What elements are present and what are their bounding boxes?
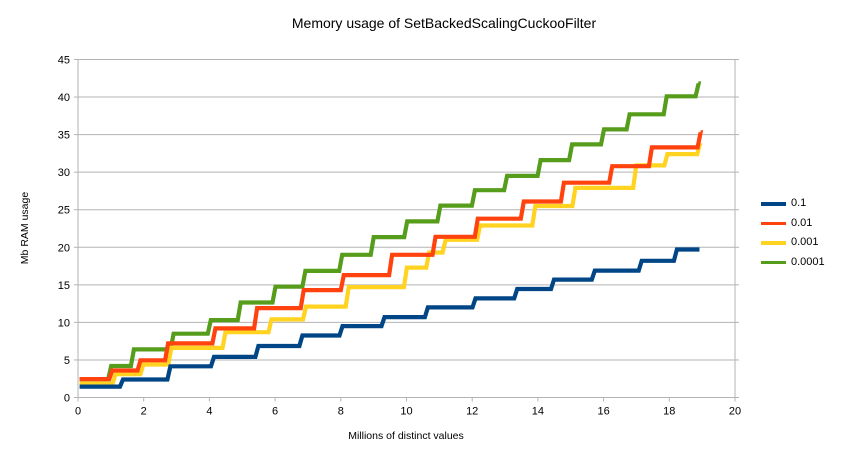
x-tick-label-6: 6 [272, 406, 278, 418]
y-tick-label-10: 10 [58, 317, 70, 329]
y-tick-label-45: 45 [58, 55, 70, 67]
chart-title: Memory usage of SetBackedScalingCuckooFi… [291, 15, 597, 31]
x-tick-label-0: 0 [75, 406, 81, 418]
y-tick-label-30: 30 [58, 167, 70, 179]
series-line-0.001 [79, 140, 703, 386]
legend-item-0.1: 0.1 [761, 194, 825, 214]
series-line-0.1 [79, 247, 700, 389]
series-line-0.0001 [79, 81, 702, 382]
legend-item-0.01: 0.01 [761, 214, 825, 234]
legend-swatch-0.1 [761, 202, 786, 206]
x-tick-label-2: 2 [141, 406, 147, 418]
legend-swatch-0.001 [761, 241, 786, 245]
y-tick-label-20: 20 [58, 242, 70, 254]
y-tick-label-5: 5 [64, 355, 70, 367]
x-tick-label-4: 4 [206, 406, 212, 418]
y-tick-label-35: 35 [58, 130, 70, 142]
y-tick-label-25: 25 [58, 205, 70, 217]
y-tick-label-0: 0 [64, 393, 70, 405]
y-axis-title: Mb RAM usage [19, 191, 31, 265]
legend-item-0.0001: 0.0001 [761, 253, 825, 273]
legend-swatch-0.01 [761, 221, 786, 225]
legend-item-0.001: 0.001 [761, 233, 825, 253]
y-tick-label-15: 15 [58, 280, 70, 292]
series-line-0.01 [79, 130, 704, 382]
legend-label-0.001: 0.001 [791, 236, 819, 249]
x-tick-label-16: 16 [597, 406, 609, 418]
x-tick-label-18: 18 [663, 406, 675, 418]
x-tick-label-14: 14 [532, 406, 544, 418]
legend-label-0.01: 0.01 [791, 216, 813, 229]
x-tick-label-20: 20 [729, 406, 741, 418]
x-axis-title: Millions of distinct values [348, 430, 464, 442]
legend: 0.1 0.01 0.001 0.0001 [761, 194, 825, 272]
y-tick-label-40: 40 [58, 92, 70, 104]
legend-label-0.1: 0.1 [791, 197, 807, 210]
legend-swatch-0.0001 [761, 260, 786, 264]
x-tick-label-12: 12 [466, 406, 478, 418]
legend-label-0.0001: 0.0001 [791, 255, 825, 268]
x-tick-label-8: 8 [338, 406, 344, 418]
x-tick-label-10: 10 [400, 406, 412, 418]
